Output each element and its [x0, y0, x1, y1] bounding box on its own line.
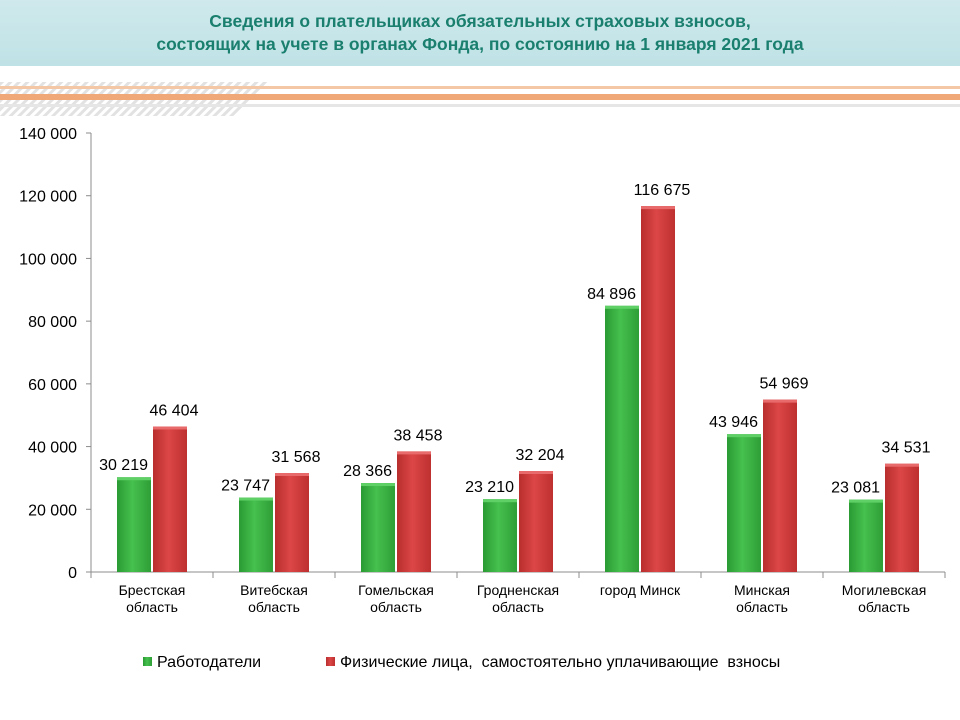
y-tick-label: 40 000	[28, 440, 77, 457]
bar-individuals	[153, 426, 187, 572]
bar-top-highlight	[605, 305, 639, 309]
page-title-line-2: состоящих на учете в органах Фонда, по с…	[156, 34, 804, 54]
y-tick-label: 120 000	[19, 189, 77, 206]
x-tick-label: Брестская область	[119, 582, 186, 615]
data-label: 31 568	[272, 449, 321, 466]
data-label: 28 366	[343, 463, 392, 480]
data-label: 54 969	[760, 376, 809, 393]
bar-top-highlight	[239, 497, 273, 501]
stripe-line-3	[0, 104, 960, 107]
x-tick-label: Минская область	[734, 582, 790, 615]
legend-label-employers: Работодатели	[157, 654, 261, 671]
bar-top-highlight	[641, 206, 675, 210]
bar-top-highlight	[519, 471, 553, 475]
data-label: 23 081	[831, 480, 880, 497]
y-tick-label: 100 000	[19, 251, 77, 268]
data-label: 43 946	[709, 414, 758, 431]
bar-employers	[239, 497, 273, 572]
bar-employers	[727, 434, 761, 572]
x-tick-label: Могилевская область	[842, 582, 927, 615]
data-label: 34 531	[882, 440, 931, 457]
legend-label-individuals: Физические лица, самостоятельно уплачива…	[340, 654, 780, 671]
data-label: 116 675	[634, 182, 691, 199]
y-tick-label: 140 000	[19, 126, 77, 143]
bar-top-highlight	[727, 434, 761, 438]
bar-employers	[605, 305, 639, 572]
y-tick-label: 20 000	[28, 502, 77, 519]
y-tick-label: 80 000	[28, 314, 77, 331]
data-label: 84 896	[587, 286, 636, 303]
data-label: 38 458	[394, 427, 443, 444]
bar-top-highlight	[483, 499, 517, 503]
bar-individuals	[275, 473, 309, 572]
page-title: Сведения о плательщиках обязательных стр…	[0, 10, 960, 56]
bar-top-highlight	[885, 463, 919, 467]
bar-top-highlight	[849, 499, 883, 503]
y-tick-label: 60 000	[28, 377, 77, 394]
bar-top-highlight	[153, 426, 187, 430]
y-tick-label: 0	[68, 565, 77, 582]
x-tick-label: Гродненская область	[477, 582, 559, 615]
x-tick-label: Витебская область	[240, 582, 308, 615]
bar-employers	[849, 499, 883, 572]
data-label: 32 204	[516, 447, 565, 464]
data-label: 23 210	[465, 479, 514, 496]
decorative-stripes	[0, 82, 960, 116]
bar-individuals	[641, 206, 675, 572]
bar-top-highlight	[275, 473, 309, 477]
page-title-line-1: Сведения о плательщиках обязательных стр…	[209, 11, 751, 31]
x-tick-label: Гомельская область	[358, 582, 434, 615]
bar-top-highlight	[117, 477, 151, 481]
stripe-line-2	[0, 94, 960, 100]
stripe-line-1	[0, 86, 960, 89]
legend-swatch-individuals	[326, 657, 335, 666]
bar-employers	[483, 499, 517, 572]
data-label: 30 219	[99, 457, 148, 474]
x-tick-label: город Минск	[600, 582, 681, 598]
bar-top-highlight	[397, 451, 431, 455]
bar-employers	[117, 477, 151, 572]
legend-swatch-employers	[143, 657, 152, 666]
bar-individuals	[397, 451, 431, 572]
bar-individuals	[519, 471, 553, 572]
bar-employers	[361, 483, 395, 572]
bar-individuals	[763, 399, 797, 572]
header-band	[0, 0, 960, 66]
data-label: 46 404	[150, 402, 199, 419]
bar-top-highlight	[361, 483, 395, 487]
bar-top-highlight	[763, 399, 797, 403]
bar-individuals	[885, 463, 919, 572]
data-label: 23 747	[221, 478, 270, 495]
